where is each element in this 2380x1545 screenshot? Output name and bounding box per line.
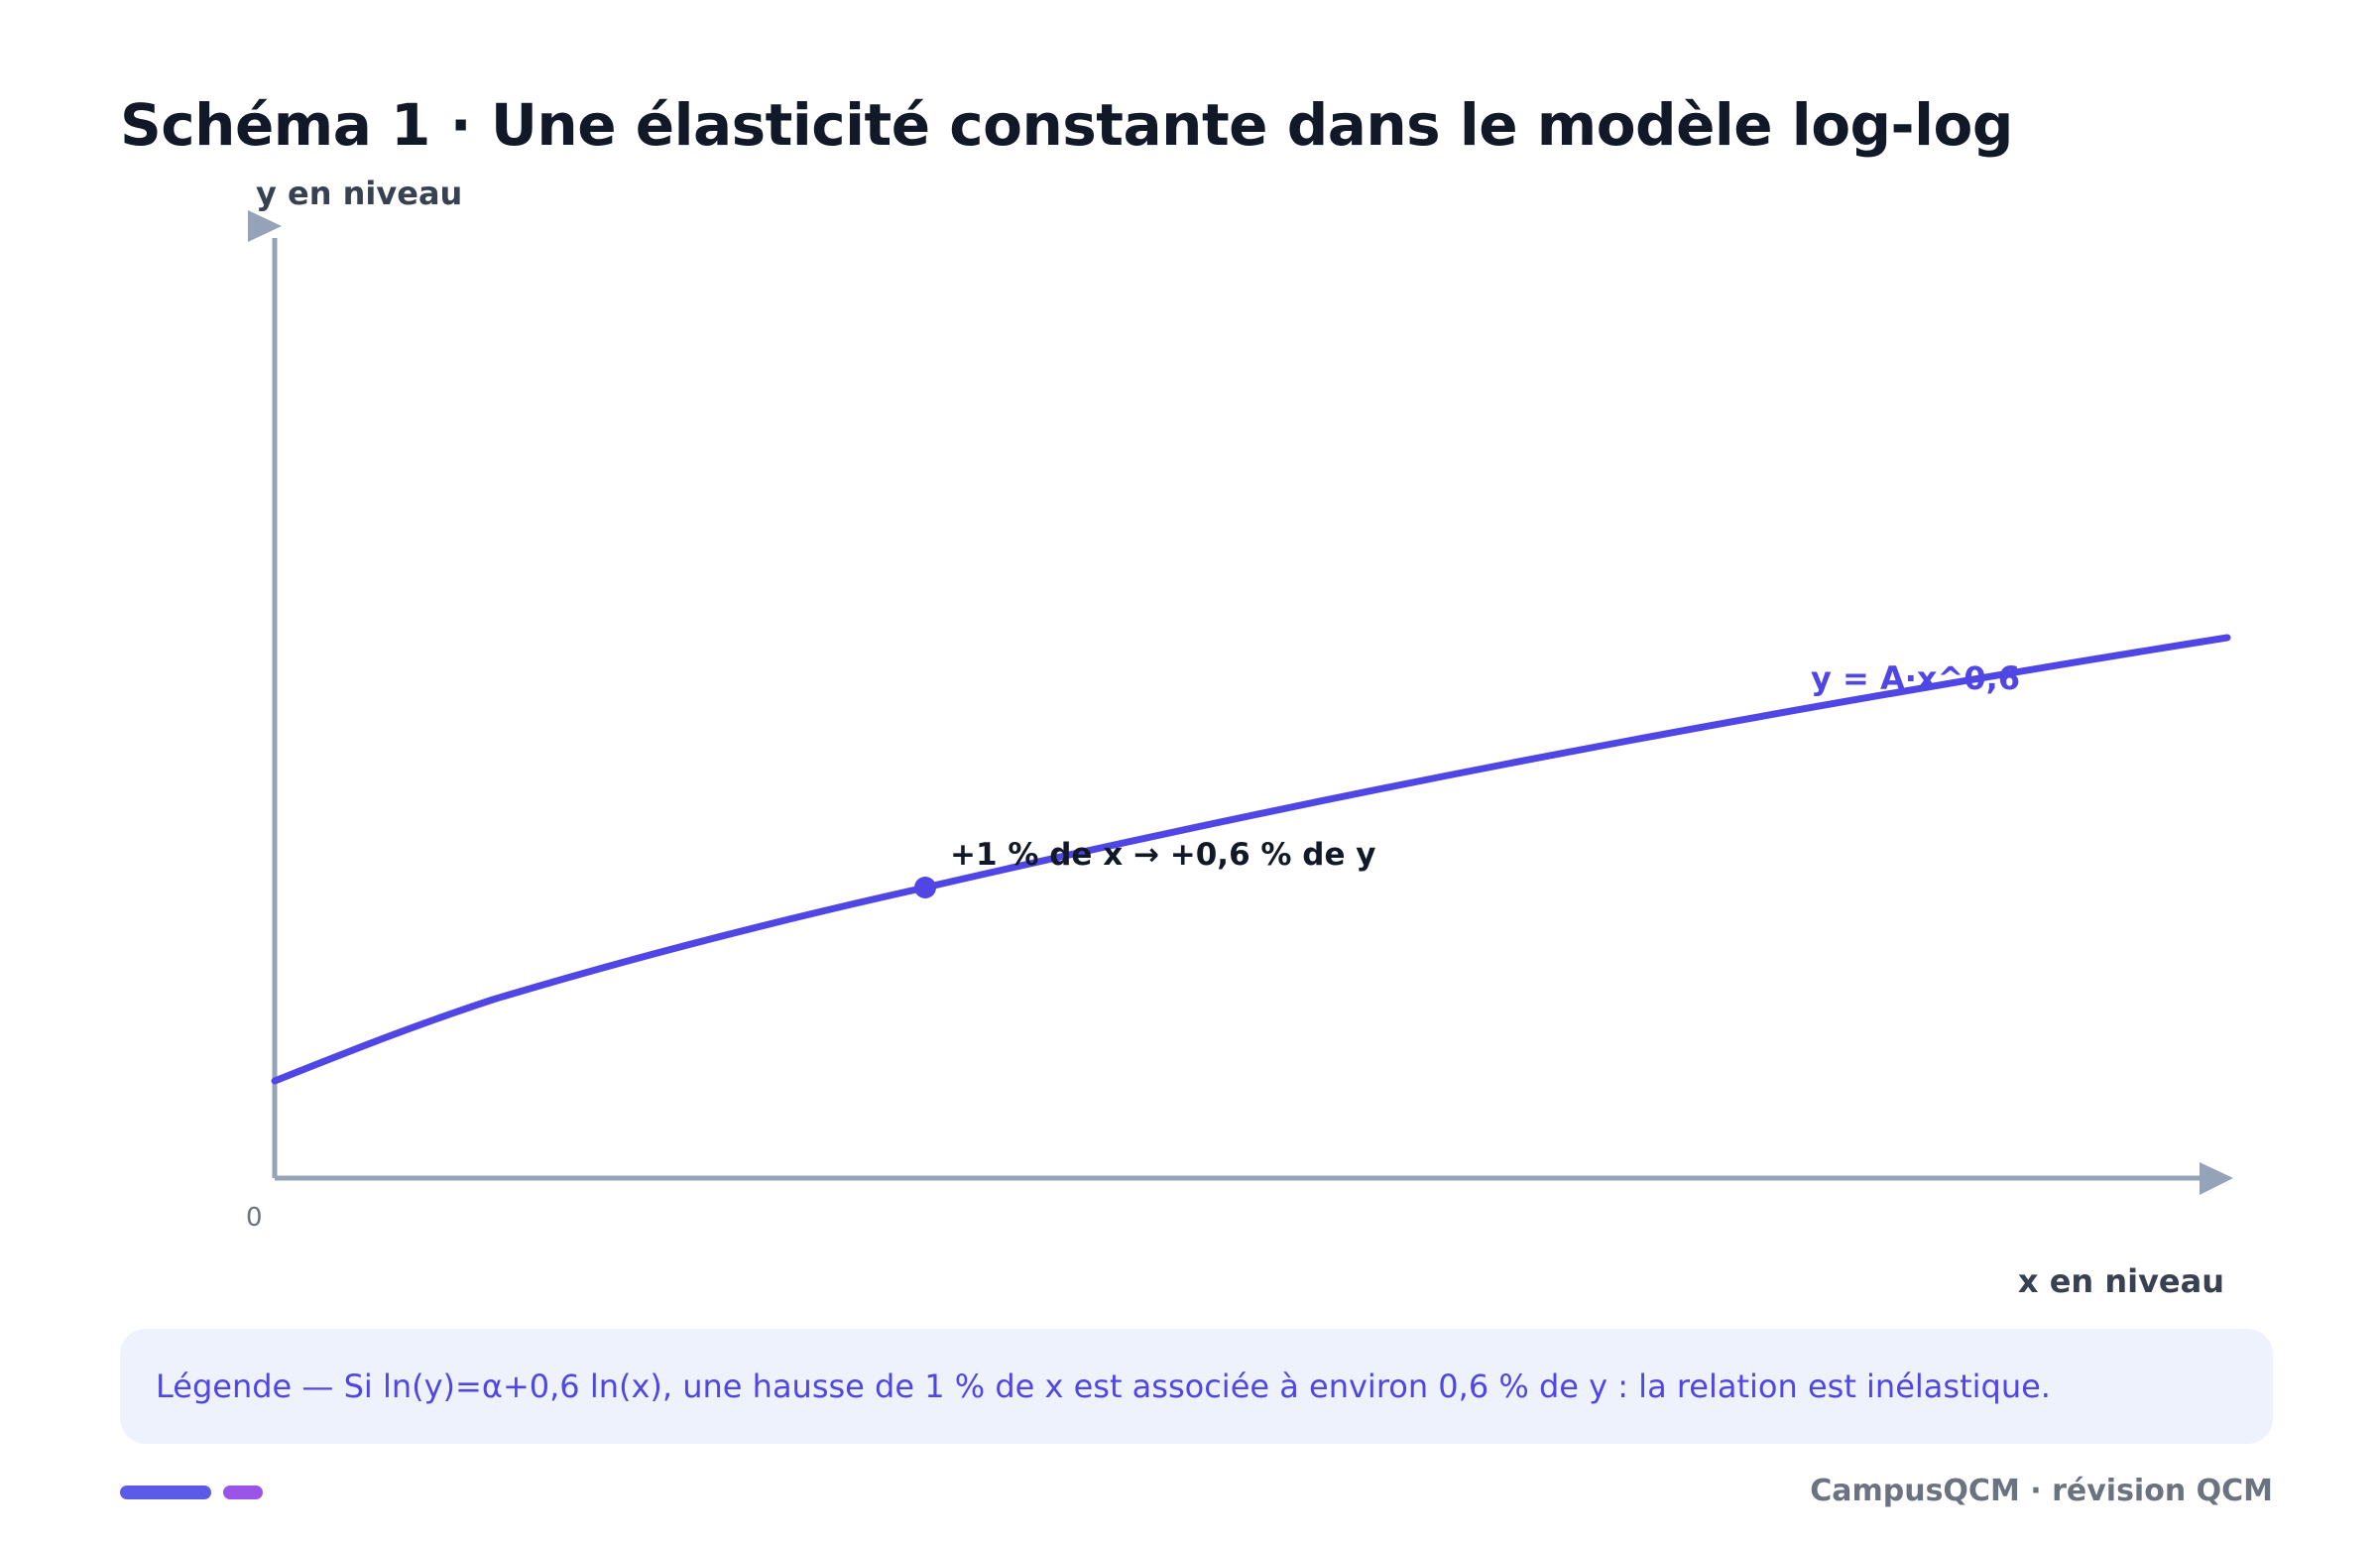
x-axis-label: x en niveau [2018, 1262, 2224, 1300]
y-axis-arrow [248, 210, 282, 242]
curve-label: y = A·x^0,6 [1811, 659, 2020, 697]
page-title: Schéma 1 · Une élasticité constante dans… [120, 91, 2013, 159]
origin-label: 0 [246, 1203, 263, 1233]
y-axis-label: y en niveau [256, 175, 462, 212]
legend-text: Légende — Si ln(y)=α+0,6 ln(x), une haus… [156, 1367, 2051, 1405]
power-curve [271, 634, 2231, 1085]
legend-box: Légende — Si ln(y)=α+0,6 ln(x), une haus… [120, 1329, 2273, 1444]
decorative-pill-secondary [223, 1486, 263, 1499]
footer-brand: CampusQCM · révision QCM [1810, 1474, 2273, 1508]
highlighted-point [914, 877, 936, 898]
point-annotation: +1 % de x → +0,6 % de y [950, 837, 1376, 873]
elasticity-diagram: y en niveau x en niveau 0 +1 % de x → +0… [246, 175, 2233, 1300]
x-axis-arrow [2200, 1162, 2233, 1195]
decorative-pill-primary [120, 1486, 211, 1499]
